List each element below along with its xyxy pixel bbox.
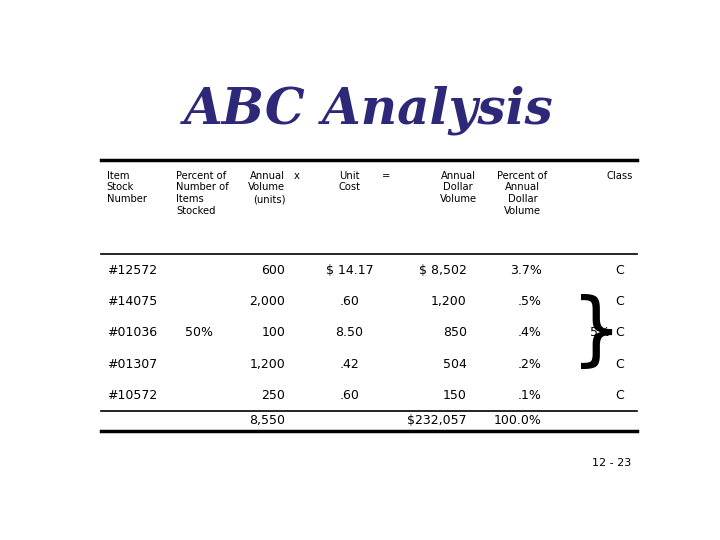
Text: x: x <box>294 171 300 181</box>
Text: Percent of
Number of
Items
Stocked: Percent of Number of Items Stocked <box>176 171 229 215</box>
Text: 100.0%: 100.0% <box>494 414 542 427</box>
Text: 3.7%: 3.7% <box>510 264 542 277</box>
Text: #10572: #10572 <box>107 389 157 402</box>
Text: Unit
Cost: Unit Cost <box>338 171 361 192</box>
Text: .1%: .1% <box>518 389 542 402</box>
Text: 2,000: 2,000 <box>249 295 285 308</box>
Text: #12572: #12572 <box>107 264 157 277</box>
Text: #01036: #01036 <box>107 327 157 340</box>
Text: Percent of
Annual
Dollar
Volume: Percent of Annual Dollar Volume <box>498 171 548 215</box>
Text: 100: 100 <box>261 327 285 340</box>
Text: 8,550: 8,550 <box>249 414 285 427</box>
Text: Annual
Dollar
Volume: Annual Dollar Volume <box>440 171 477 204</box>
Text: =: = <box>382 171 390 181</box>
Text: Class: Class <box>607 171 634 181</box>
Text: .5%: .5% <box>518 295 542 308</box>
Text: 8.50: 8.50 <box>336 327 364 340</box>
Text: 1,200: 1,200 <box>431 295 467 308</box>
Text: #01307: #01307 <box>107 357 157 370</box>
Text: C: C <box>616 327 624 340</box>
Text: Annual
Volume
(units): Annual Volume (units) <box>248 171 285 204</box>
Text: ABC Analysis: ABC Analysis <box>184 85 554 135</box>
Text: C: C <box>616 389 624 402</box>
Text: 504: 504 <box>443 357 467 370</box>
Text: C: C <box>616 357 624 370</box>
Text: 150: 150 <box>443 389 467 402</box>
Text: 1,200: 1,200 <box>250 357 285 370</box>
Text: 12 - 23: 12 - 23 <box>592 458 631 468</box>
Text: 50%: 50% <box>185 327 213 340</box>
Text: 250: 250 <box>261 389 285 402</box>
Text: 5%: 5% <box>590 327 610 340</box>
Text: 850: 850 <box>443 327 467 340</box>
Text: .4%: .4% <box>518 327 542 340</box>
Text: .60: .60 <box>340 389 359 402</box>
Text: $232,057: $232,057 <box>407 414 467 427</box>
Text: $ 14.17: $ 14.17 <box>325 264 373 277</box>
Text: #14075: #14075 <box>107 295 157 308</box>
Text: 600: 600 <box>261 264 285 277</box>
Text: .60: .60 <box>340 295 359 308</box>
Text: .2%: .2% <box>518 357 542 370</box>
Text: }: } <box>571 294 622 372</box>
Text: $ 8,502: $ 8,502 <box>419 264 467 277</box>
Text: C: C <box>616 295 624 308</box>
Text: .42: .42 <box>340 357 359 370</box>
Text: Item
Stock
Number: Item Stock Number <box>107 171 147 204</box>
Text: C: C <box>616 264 624 277</box>
